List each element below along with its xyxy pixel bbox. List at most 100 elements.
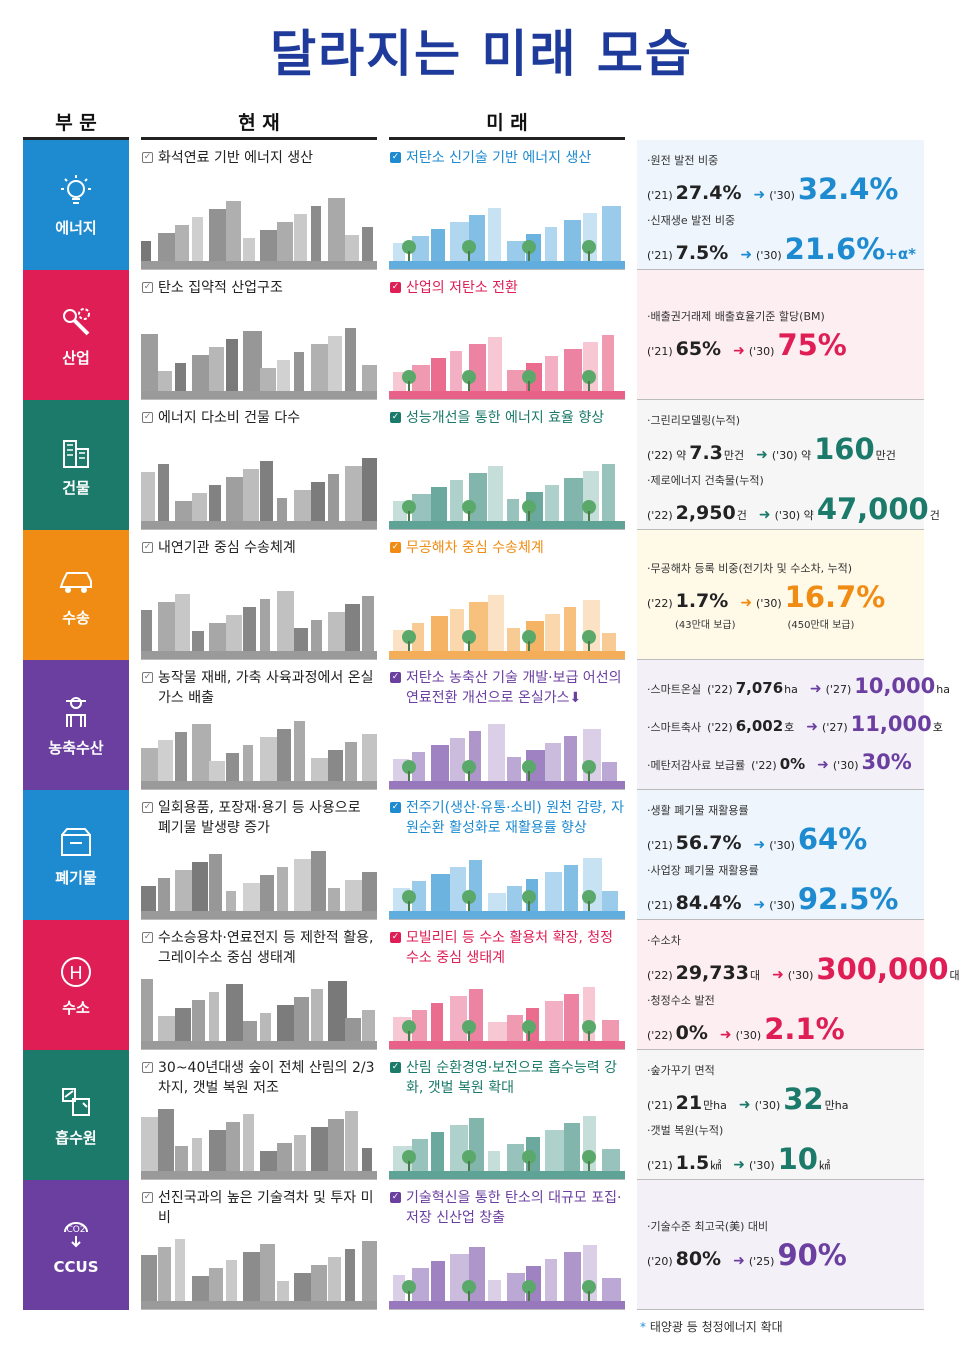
category-cell: 농축수산 (23, 660, 129, 790)
stat-values: ('21) 56.7% ➜ ('30) 64% (647, 822, 918, 856)
header-divider (141, 137, 377, 140)
stat-extra: +α* (885, 245, 916, 263)
stat-value-from: 0% (675, 1022, 708, 1044)
checkbox-icon: ✓ (390, 412, 401, 423)
checkbox-icon: ✓ (390, 802, 401, 813)
stat-label: ·스마트축사 (647, 721, 702, 734)
category-cell: 흡수원 (23, 1050, 129, 1180)
category-label: 수송 (62, 608, 90, 627)
row-1: 산업 ✓ 탄소 집약적 산업구조 ✓ 산업의 저탄소 전환 ·배출권거래제 배출효율기준 … (0, 270, 963, 400)
stat-year-to: ('30) (749, 1159, 775, 1172)
current-description: 탄소 집약적 산업구조 (158, 280, 283, 296)
current-illustration (141, 458, 377, 529)
stat-year-from: ('22) (707, 721, 733, 734)
stat-year-to: ('30) (735, 1029, 762, 1042)
stat-year-to: ('30) 약 (771, 449, 812, 462)
stat-unit-to: 건 (929, 509, 940, 522)
stat-item: ·메탄저감사료 보급률 ('22) 0% ➜ ('30) 30% (647, 746, 918, 774)
stat-value-from: 7.5% (675, 242, 729, 264)
stat-item: ·사업장 폐기물 재활용률 ('21) 84.4% ➜ ('30) 92.5% (647, 862, 918, 916)
future-cell: ✓ 성능개선을 통한 에너지 효율 향상 (389, 400, 625, 530)
category-cell: 폐기물 (23, 790, 129, 920)
wrench-gear-icon (63, 307, 90, 335)
building-icon (63, 439, 89, 468)
checkbox-icon: ✓ (142, 1062, 153, 1073)
stat-value-to: 21.6% (784, 232, 886, 266)
arrow-right-icon: ➜ (733, 1157, 746, 1173)
stat-value-to: 160 (814, 432, 875, 466)
checkbox-icon: ✓ (142, 1192, 153, 1203)
stat-values: ·메탄저감사료 보급률 ('22) 0% ➜ ('30) 30% (647, 750, 918, 774)
future-cell: ✓ 무공해차 중심 수송체계 (389, 530, 625, 660)
category-label: 폐기물 (55, 868, 97, 887)
stat-value-to: 11,000 (850, 712, 932, 736)
stat-cell: ·수소차 ('22) 29,733 대 ➜ ('30) 300,000 대 ·청정수소 발전 ('… (637, 920, 960, 1050)
current-illustration (141, 851, 377, 919)
current-illustration (141, 591, 377, 659)
future-description: 모빌리티 등 수소 활용처 확장, 청정수소 중심 생태계 (406, 930, 614, 966)
column-header-current: 현 재 (238, 112, 280, 134)
current-illustration (141, 721, 377, 789)
stat-values: ('22) 29,733 대 ➜ ('30) 300,000 대 (647, 952, 960, 986)
row-5: 폐기물 ✓ 일회용품, 포장재·용기 등 사용으로 폐기물 발생량 증가 ✓ 전주기(생… (0, 790, 963, 920)
stat-value-to: 32.4% (797, 172, 899, 206)
future-illustration (389, 724, 625, 789)
arrow-right-icon: ➜ (753, 187, 766, 203)
arrow-right-icon: ➜ (772, 967, 784, 983)
stat-year-to: ('30) (832, 759, 859, 772)
stat-values: ('21) 7.5% ➜ ('30) 21.6% +α* (647, 232, 918, 266)
current-illustration (141, 328, 377, 399)
column-header-future: 미 래 (486, 112, 528, 134)
current-cell: ✓ 30~40년대생 숲이 전체 산림의 2/3 차지, 갯벌 복원 저조 (141, 1050, 377, 1180)
row-3: 수송 ✓ 내연기관 중심 수송체계 ✓ 무공해차 중심 수송체계 ·무공해차 등록 비중(… (0, 530, 963, 660)
svg-text:CO2: CO2 (66, 1225, 85, 1235)
stat-unit-from: ha (784, 683, 798, 696)
stat-value-from: 65% (675, 338, 722, 360)
stat-label: ·신재생e 발전 비중 (647, 214, 736, 227)
category-cell: 건물 (23, 400, 129, 530)
current-description: 화석연료 기반 에너지 생산 (158, 150, 314, 166)
future-text: ✓ 모빌리티 등 수소 활용처 확장, 청정수소 중심 생태계 (389, 928, 625, 968)
stat-unit-from: 만건 (723, 449, 745, 462)
category-cell: CO2 CCUS (23, 1180, 129, 1310)
row-6: H 수소 ✓ 수소승용차·연료전지 등 제한적 활용, 그레이수소 중심 생태계 ✓ 모빌… (0, 920, 963, 1050)
current-text: ✓ 탄소 집약적 산업구조 (141, 278, 377, 298)
future-description: 무공해차 중심 수송체계 (406, 540, 544, 556)
arrow-right-icon: ➜ (740, 247, 753, 263)
stat-unit-from: 건 (736, 509, 747, 522)
future-text: ✓ 기술혁신을 통한 탄소의 대규모 포집·저장 신산업 창출 (389, 1188, 625, 1228)
future-description: 산업의 저탄소 전환 (406, 280, 518, 296)
stat-year-to: ('30) (787, 969, 814, 982)
current-text: ✓ 에너지 다소비 건물 다수 (141, 408, 377, 428)
stat-value-from: 7.3 (689, 442, 723, 464)
checkbox-icon: ✓ (142, 412, 153, 423)
stat-cell: ·원전 발전 비중 ('21) 27.4% ➜ ('30) 32.4% ·신재생e 발전 비… (637, 140, 924, 270)
farmer-icon (66, 696, 86, 727)
stat-item: ·원전 발전 비중 ('21) 27.4% ➜ ('30) 32.4% (647, 152, 918, 206)
stat-year-from: ('21) (647, 345, 673, 358)
arrow-right-icon: ➜ (758, 507, 771, 523)
row-0: 에너지 ✓ 화석연료 기반 에너지 생산 ✓ 저탄소 신기술 기반 에너지 생산 ·원전 … (0, 140, 963, 270)
stat-unit-to: 호 (932, 721, 943, 734)
stat-item: ·갯벌 복원(누적) ('21) 1.5 ㎢ ➜ ('30) 10 ㎢ (647, 1122, 918, 1176)
checkbox-icon: ✓ (390, 152, 401, 163)
category-label: 농축수산 (48, 738, 104, 757)
checkbox-icon: ✓ (390, 542, 401, 553)
stat-label: ·스마트온실 (647, 683, 702, 696)
forest-icon (62, 1087, 90, 1116)
current-text: ✓ 농작물 재배, 가축 사육과정에서 온실가스 배출 (141, 668, 377, 708)
stat-year-from: ('22) (647, 597, 673, 610)
stat-values: ('21) 27.4% ➜ ('30) 32.4% (647, 172, 918, 206)
stat-value-to: 10 (777, 1142, 818, 1176)
stat-year-from: ('21) (647, 1099, 673, 1112)
checkbox-icon: ✓ (142, 542, 153, 553)
stat-label: ·숲가꾸기 면적 (647, 1064, 715, 1077)
future-text: ✓ 산업의 저탄소 전환 (389, 278, 625, 298)
footnote-mark: * (640, 1320, 646, 1334)
stat-year-to: ('30) (756, 597, 782, 610)
car-icon (59, 571, 92, 593)
current-cell: ✓ 수소승용차·연료전지 등 제한적 활용, 그레이수소 중심 생태계 (141, 920, 377, 1050)
future-text: ✓ 성능개선을 통한 에너지 효율 향상 (389, 408, 625, 428)
stat-value-from: 21 (675, 1092, 703, 1114)
future-cell: ✓ 산업의 저탄소 전환 (389, 270, 625, 400)
